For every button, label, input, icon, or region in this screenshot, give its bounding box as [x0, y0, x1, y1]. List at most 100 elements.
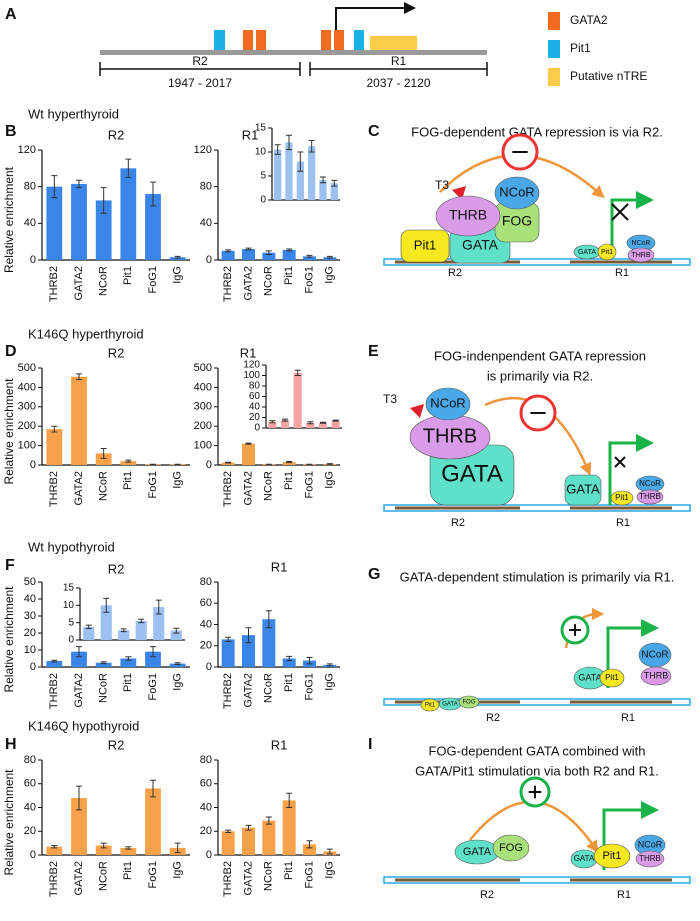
error-bar [326, 255, 333, 259]
y-tick-label: 0 [260, 195, 266, 206]
protein-label: NCoR [638, 839, 663, 849]
y-tick-label: 400 [18, 381, 36, 393]
x-tick-label: FoG1 [303, 673, 315, 701]
feature-box [243, 30, 253, 50]
y-tick-label: 20 [24, 825, 36, 837]
y-tick-label: 500 [194, 362, 212, 374]
bar [46, 429, 63, 465]
x-tick-label: Pit1 [283, 266, 295, 285]
error-bar [245, 442, 252, 445]
error-bar [306, 656, 313, 665]
x-tick-label: NCoR [98, 471, 110, 501]
error-bar [286, 248, 293, 252]
error-bar [174, 662, 181, 665]
y-tick-label: 60 [24, 778, 36, 790]
error-bar [150, 181, 156, 207]
diagram-label: R2 [451, 517, 465, 529]
x-tick-label: FoG1 [303, 471, 315, 499]
y-tick-label: 120 [194, 144, 212, 156]
error-bar [125, 656, 132, 661]
bar [282, 658, 296, 667]
y-tick-label: 500 [18, 362, 36, 374]
t3-ligand [410, 404, 424, 418]
error-bar [173, 627, 180, 634]
bar [274, 149, 282, 200]
y-tick-label: 20 [200, 825, 212, 837]
legend-label: Putative nTRE [570, 69, 647, 83]
legend-swatch [548, 68, 560, 86]
diagram-title: GATA-dependent stimulation is primarily … [400, 569, 675, 584]
row-label: K146Q hypothyroid [28, 718, 139, 733]
protein-label: NCoR [639, 479, 661, 488]
y-tick-label: 0 [30, 661, 36, 673]
diagram-label: T3 [383, 392, 397, 406]
x-tick-label: THRB2 [48, 471, 60, 507]
x-tick-label: FoG1 [303, 266, 315, 294]
y-axis-label: Relative enrichment [2, 769, 16, 876]
x-tick-label: GATA2 [242, 266, 254, 300]
region-range: 1947 - 2017 [168, 76, 232, 90]
x-tick-label: FoG1 [147, 861, 159, 889]
y-tick-label: 0 [30, 849, 36, 861]
y-tick-label: 10 [63, 600, 75, 611]
protein [640, 666, 672, 686]
bar [319, 179, 327, 200]
feature-box [334, 30, 344, 50]
y-tick-label: 100 [243, 370, 260, 381]
y-tick-label: 5 [68, 617, 74, 628]
protein-label: NCoR [430, 395, 465, 410]
protein-label: THRB [639, 854, 661, 863]
x-tick-label: FoG1 [147, 266, 159, 294]
y-tick-label: 80 [200, 576, 212, 588]
bar [221, 462, 235, 465]
error-bar [225, 461, 232, 464]
y-tick-label: 20 [249, 412, 261, 423]
y-tick-label: 0 [30, 459, 36, 471]
y-tick-label: 40 [200, 618, 212, 630]
error-bar [286, 134, 292, 151]
dna-strand [383, 876, 691, 884]
y-tick-label: 15 [255, 123, 267, 134]
diagram-label: R2 [448, 267, 462, 279]
protein [492, 834, 530, 862]
error-bar [125, 846, 132, 850]
x-tick-label: IgG [324, 673, 336, 691]
protein-label: Pit1 [605, 673, 619, 682]
feature-box [321, 30, 331, 50]
error-bar [51, 659, 58, 663]
y-tick-label: 80 [200, 181, 212, 193]
block-mark [614, 456, 626, 468]
bar [95, 662, 112, 667]
chart-title: R2 [108, 127, 125, 142]
chart-title: R1 [271, 737, 288, 752]
y-tick-label: 40 [24, 217, 36, 229]
bar [308, 146, 316, 200]
protein-label: Pit1 [601, 249, 613, 256]
protein-label: GATA [463, 846, 492, 858]
error-bar [138, 618, 145, 624]
x-tick-label: NCoR [263, 266, 275, 296]
genome-line [100, 50, 487, 55]
bar [71, 376, 87, 465]
protein-label: GATA [442, 702, 457, 708]
error-bar [326, 848, 333, 855]
y-tick-label: 120 [18, 144, 36, 156]
error-bar [326, 463, 333, 465]
protein [435, 195, 501, 237]
error-bar [265, 816, 272, 825]
error-bar [286, 461, 293, 464]
legend-swatch [548, 40, 560, 58]
dna-strand [383, 258, 691, 266]
bar [145, 651, 161, 667]
protein-label: GATA [566, 481, 600, 496]
x-tick-label: Pit1 [283, 861, 295, 880]
region-name: R1 [391, 54, 407, 68]
bar [120, 168, 137, 260]
y-tick-label: 40 [200, 217, 212, 229]
y-tick-label: 80 [249, 381, 261, 392]
error-bar [174, 255, 181, 259]
bar [95, 200, 112, 260]
x-tick-label: IgG [172, 673, 184, 691]
panel-label: G [368, 566, 380, 583]
x-tick-label: THRB2 [222, 861, 234, 897]
